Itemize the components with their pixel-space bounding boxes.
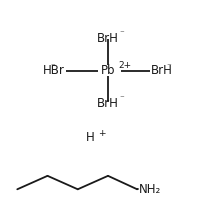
Text: ⁻: ⁻ (166, 62, 171, 71)
Text: H: H (86, 131, 95, 144)
Text: 2+: 2+ (118, 61, 132, 70)
Text: +: + (98, 129, 105, 138)
Text: ⁻: ⁻ (119, 95, 124, 103)
Text: ⁻: ⁻ (119, 30, 124, 39)
Text: BrH: BrH (97, 32, 119, 45)
Text: BrH: BrH (151, 64, 173, 77)
Text: Pb: Pb (101, 64, 115, 77)
Text: ⁻: ⁻ (50, 62, 55, 71)
Text: HBr: HBr (43, 64, 65, 77)
Text: BrH: BrH (97, 97, 119, 110)
Text: NH₂: NH₂ (139, 183, 162, 196)
